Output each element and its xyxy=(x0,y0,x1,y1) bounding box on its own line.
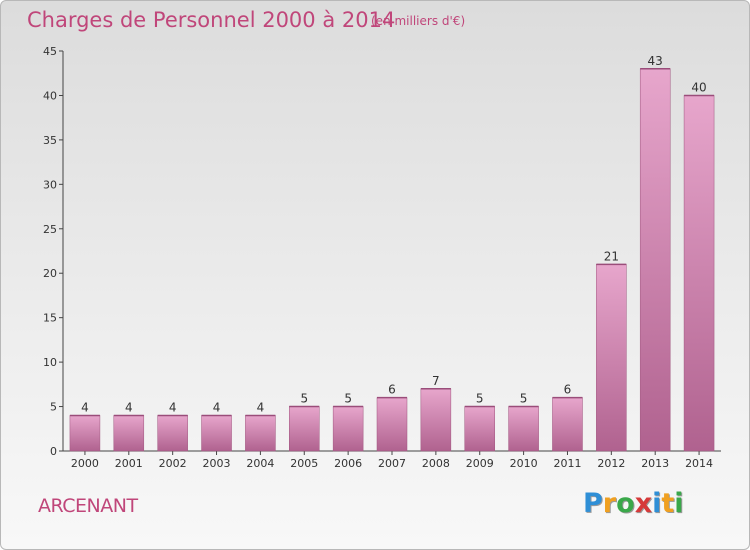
bar xyxy=(683,95,715,452)
x-tick-label: 2009 xyxy=(466,457,494,470)
y-tick-label: 5 xyxy=(50,401,57,414)
bar xyxy=(201,415,232,452)
bar-value-label: 4 xyxy=(213,400,221,414)
x-tick-label: 2006 xyxy=(334,457,362,470)
bar xyxy=(596,264,627,452)
logo-letter: P xyxy=(583,488,603,519)
bar-value-label: 4 xyxy=(125,400,133,414)
y-tick-label: 0 xyxy=(50,445,57,458)
bar xyxy=(332,406,364,452)
y-tick-label: 45 xyxy=(43,45,57,58)
bar xyxy=(420,388,452,452)
bar-value-label: 4 xyxy=(81,400,89,414)
bar xyxy=(464,406,495,452)
y-tick-label: 15 xyxy=(43,312,57,325)
x-tick-label: 2011 xyxy=(553,457,581,470)
bar xyxy=(639,68,671,452)
bar xyxy=(508,406,539,452)
y-tick-label: 30 xyxy=(43,178,57,191)
x-tick-label: 2000 xyxy=(71,457,99,470)
bar-value-label: 7 xyxy=(432,374,440,388)
bar xyxy=(376,397,408,452)
bar xyxy=(245,415,276,452)
y-tick-label: 35 xyxy=(43,134,57,147)
bar xyxy=(113,415,145,452)
x-tick-label: 2004 xyxy=(246,457,274,470)
x-tick-label: 2005 xyxy=(290,457,318,470)
x-tick-label: 2002 xyxy=(159,457,187,470)
x-tick-label: 2010 xyxy=(510,457,538,470)
chart-title: Charges de Personnel 2000 à 2014 xyxy=(27,8,396,32)
y-tick-label: 40 xyxy=(43,89,57,102)
x-tick-label: 2001 xyxy=(115,457,143,470)
logo-letter: x xyxy=(634,488,653,519)
x-axis: 2000 2001 2002 2003 2004 2005 2006 2007 2008 2009… xyxy=(63,450,721,470)
bar-value-label: 5 xyxy=(300,392,308,406)
logo-letter: o xyxy=(616,488,635,519)
logo-letter: r xyxy=(602,488,617,519)
bar-value-label: 6 xyxy=(564,383,572,397)
y-tick-label: 20 xyxy=(43,267,57,280)
bar xyxy=(69,415,101,452)
bar-value-label: 6 xyxy=(388,383,396,397)
bar xyxy=(552,397,583,452)
bar-value-label: 5 xyxy=(476,392,484,406)
x-tick-label: 2007 xyxy=(378,457,406,470)
chart-subtitle: (en milliers d'€) xyxy=(371,14,466,28)
logo-letter: t xyxy=(661,488,675,519)
commune-name: ARCENANT xyxy=(38,495,138,517)
y-axis: 0 5 10 15 20 25 30 35 40 45 xyxy=(43,45,64,458)
x-tick-label: 2003 xyxy=(203,457,231,470)
x-tick-label: 2008 xyxy=(422,457,450,470)
bar-value-label: 5 xyxy=(344,392,352,406)
bar xyxy=(289,406,320,452)
proxiti-logo: Proxiti xyxy=(583,488,684,519)
x-tick-label: 2013 xyxy=(641,457,669,470)
x-tick-label: 2014 xyxy=(685,457,713,470)
y-tick-label: 25 xyxy=(43,223,57,236)
bar-value-label: 21 xyxy=(604,249,619,263)
bar-value-label: 43 xyxy=(648,54,663,68)
bar xyxy=(157,415,188,452)
bars: 4 4 4 4 4 5 5 6 7 5 5 6 21 43 40 xyxy=(69,54,715,452)
x-tick-label: 2012 xyxy=(597,457,625,470)
bar-value-label: 4 xyxy=(257,400,265,414)
bar-value-label: 40 xyxy=(691,80,706,94)
y-tick-label: 10 xyxy=(43,356,57,369)
logo-letter: i xyxy=(674,488,684,519)
logo-letter: i xyxy=(652,488,662,519)
bar-value-label: 4 xyxy=(169,400,177,414)
bar-value-label: 5 xyxy=(520,392,528,406)
